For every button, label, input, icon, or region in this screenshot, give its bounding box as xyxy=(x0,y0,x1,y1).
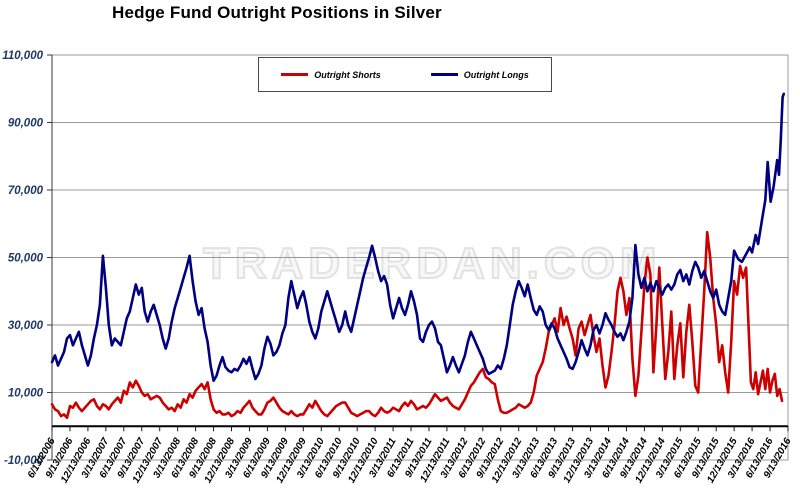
y-tick-label: 90,000 xyxy=(8,118,44,130)
legend-label-shorts: Outright Shorts xyxy=(314,69,381,80)
y-tick-label: 70,000 xyxy=(8,185,44,197)
legend: Outright Shorts Outright Longs xyxy=(258,57,552,92)
chart-title: Hedge Fund Outright Positions in Silver xyxy=(112,3,442,22)
legend-item-longs: Outright Longs xyxy=(430,69,529,80)
y-tick-label: -10,000 xyxy=(4,455,44,467)
legend-label-longs: Outright Longs xyxy=(463,69,529,80)
legend-item-shorts: Outright Shorts xyxy=(281,70,381,80)
shorts-series-line xyxy=(50,230,784,420)
watermark: TRADERDAN.COM xyxy=(202,239,662,288)
longs-series-line xyxy=(50,92,786,383)
y-tick-label: 110,000 xyxy=(2,50,43,62)
y-tick-label: 30,000 xyxy=(8,320,44,332)
y-tick-label: 10,000 xyxy=(8,388,44,400)
y-tick-label: 50,000 xyxy=(8,253,44,265)
shorts-line-swatch xyxy=(281,73,309,76)
longs-line-swatch xyxy=(430,73,458,76)
